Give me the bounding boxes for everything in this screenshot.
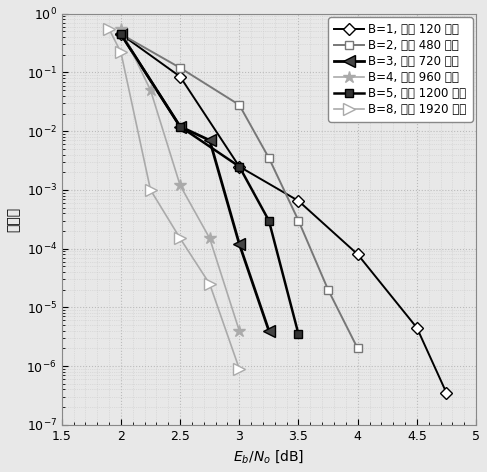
B=8, 延迟 1920 比特 [106, 26, 112, 32]
B=5, 延迟 1200 比特 [177, 124, 183, 129]
B=3, 延迟 720 比特 [236, 241, 242, 247]
B=1, 延迟 120 比特 [236, 164, 242, 169]
B=5, 延迟 1200 比特 [236, 164, 242, 169]
X-axis label: $E_b/N_o$ [dB]: $E_b/N_o$ [dB] [233, 448, 304, 465]
B=3, 延迟 720 比特 [207, 137, 213, 143]
B=8, 延迟 1920 比特 [236, 366, 242, 371]
B=3, 延迟 720 比特 [266, 328, 272, 334]
B=5, 延迟 1200 比特 [266, 218, 272, 223]
Line: B=4, 延迟 960 比特: B=4, 延迟 960 比特 [114, 23, 245, 337]
B=2, 延迟 480 比特 [266, 155, 272, 161]
B=8, 延迟 1920 比特 [177, 236, 183, 241]
B=3, 延迟 720 比特 [177, 124, 183, 129]
B=4, 延迟 960 比特 [207, 236, 213, 241]
B=1, 延迟 120 比特 [444, 390, 450, 396]
Y-axis label: 误帧率: 误帧率 [7, 207, 21, 232]
B=2, 延迟 480 比特 [118, 31, 124, 37]
B=2, 延迟 480 比特 [355, 346, 360, 351]
Line: B=1, 延迟 120 比特: B=1, 延迟 120 比特 [117, 30, 450, 397]
B=4, 延迟 960 比特 [118, 26, 124, 32]
B=8, 延迟 1920 比特 [148, 187, 153, 193]
B=4, 延迟 960 比特 [236, 328, 242, 334]
B=8, 延迟 1920 比特 [207, 281, 213, 287]
B=1, 延迟 120 比特 [414, 325, 420, 330]
B=8, 延迟 1920 比特 [118, 50, 124, 55]
Line: B=3, 延迟 720 比特: B=3, 延迟 720 比特 [115, 28, 275, 337]
B=5, 延迟 1200 比特 [296, 331, 301, 337]
B=3, 延迟 720 比特 [118, 31, 124, 37]
B=4, 延迟 960 比特 [148, 87, 153, 93]
B=1, 延迟 120 比特 [177, 74, 183, 79]
B=2, 延迟 480 比特 [236, 102, 242, 108]
B=1, 延迟 120 比特 [118, 31, 124, 37]
B=2, 延迟 480 比特 [325, 287, 331, 293]
Line: B=5, 延迟 1200 比特: B=5, 延迟 1200 比特 [117, 30, 302, 338]
Line: B=2, 延迟 480 比特: B=2, 延迟 480 比特 [117, 30, 362, 353]
B=1, 延迟 120 比特 [296, 198, 301, 204]
B=2, 延迟 480 比特 [177, 65, 183, 71]
B=1, 延迟 120 比特 [355, 252, 360, 257]
Line: B=8, 延迟 1920 比特: B=8, 延迟 1920 比特 [104, 24, 245, 374]
Legend: B=1, 延迟 120 比特, B=2, 延迟 480 比特, B=3, 延迟 720 比特, B=4, 延迟 960 比特, B=5, 延迟 1200 比特,: B=1, 延迟 120 比特, B=2, 延迟 480 比特, B=3, 延迟 … [328, 17, 472, 122]
B=2, 延迟 480 比特 [296, 218, 301, 223]
B=4, 延迟 960 比特 [177, 183, 183, 188]
B=5, 延迟 1200 比特 [118, 31, 124, 37]
